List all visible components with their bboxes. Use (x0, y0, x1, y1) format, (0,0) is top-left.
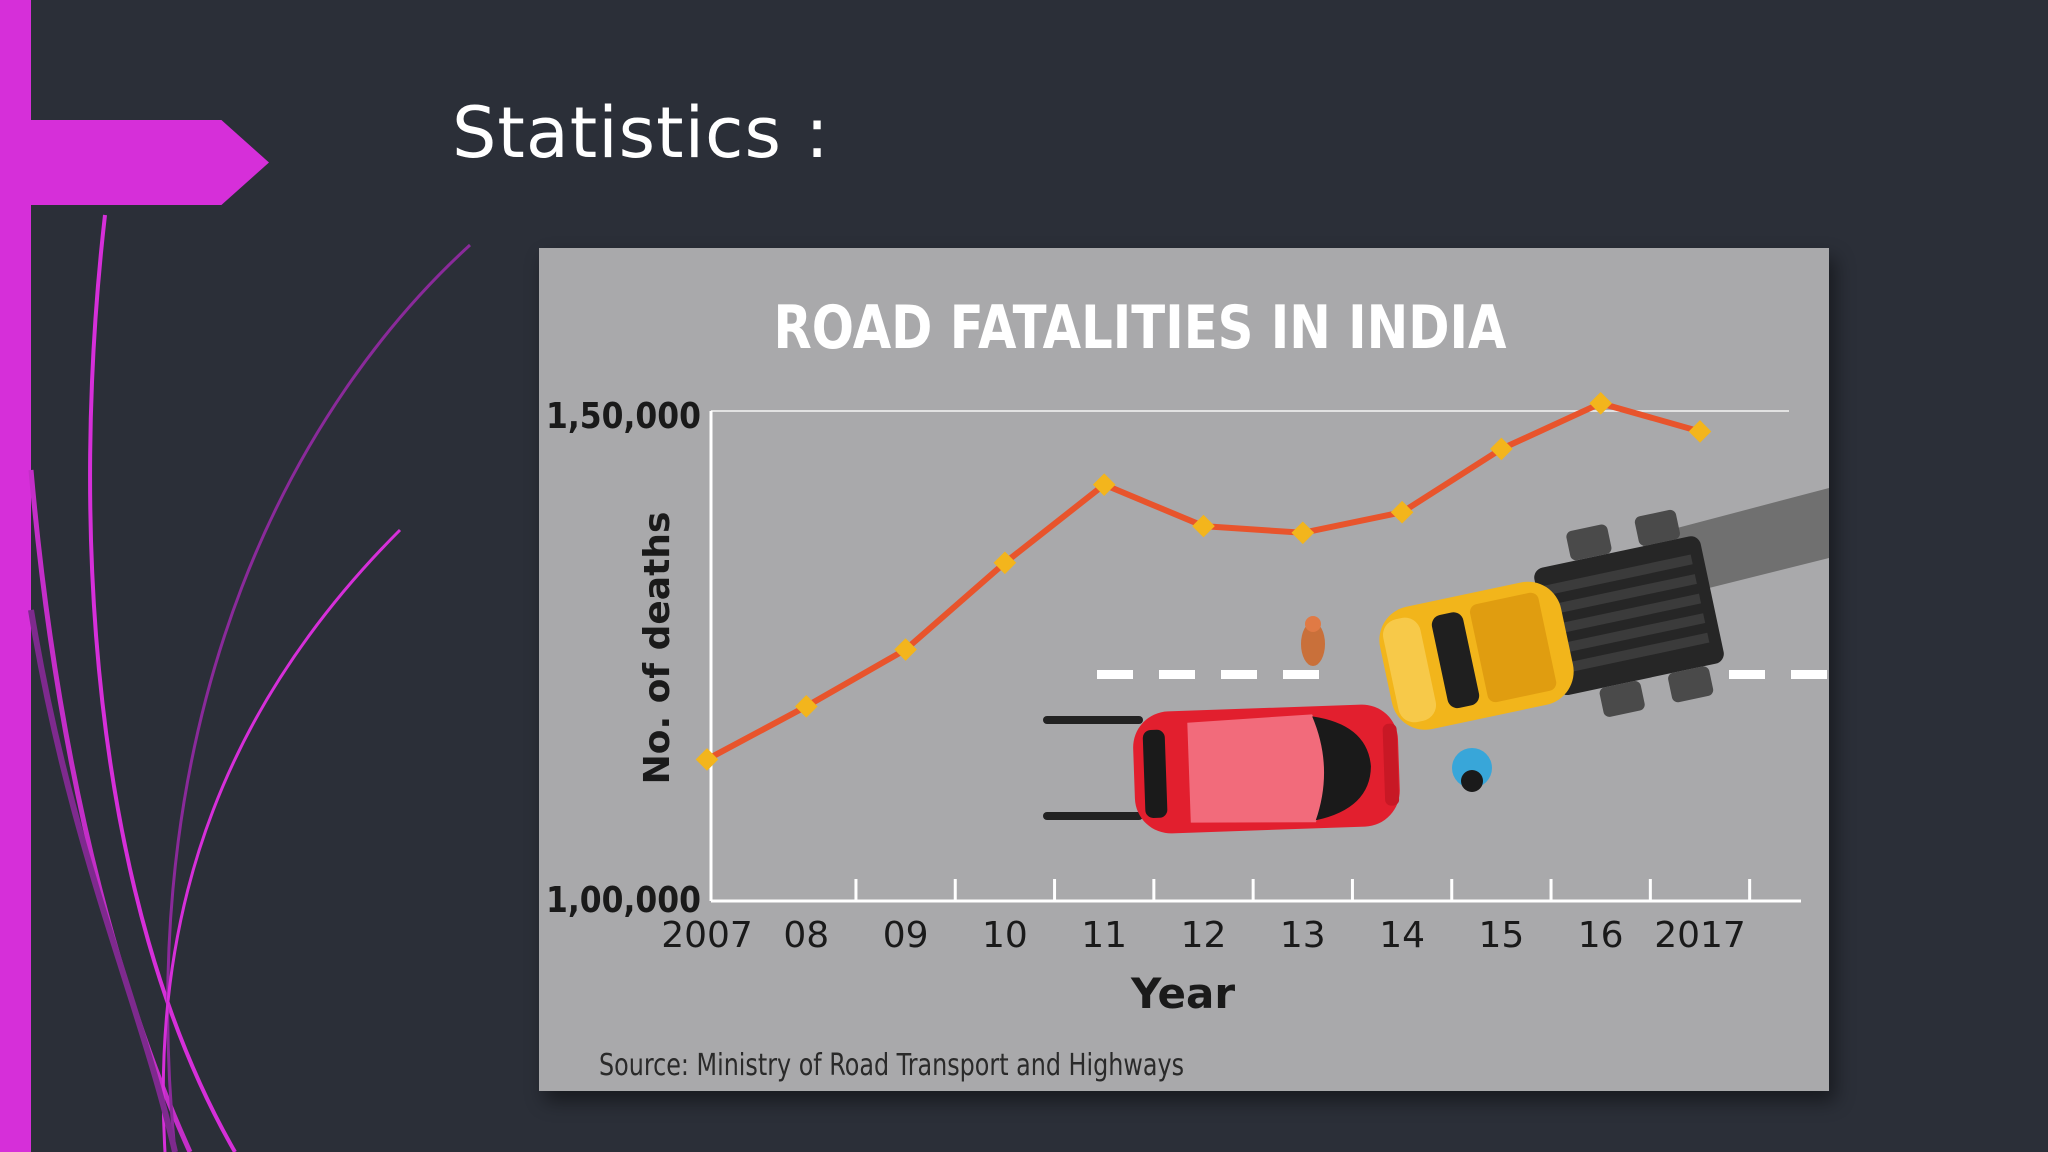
road-fatalities-infographic: ROAD FATALITIES IN INDIA 1,50,000 1,00,0… (539, 248, 1829, 1091)
data-point-marker (1192, 514, 1215, 538)
line-chart: ROAD FATALITIES IN INDIA 1,50,000 1,00,0… (546, 293, 1829, 1083)
red-car-icon (1043, 704, 1492, 834)
x-tick-label: 10 (982, 915, 1028, 956)
pedestrian-icon (1301, 616, 1325, 666)
title-pointer-shape (31, 120, 269, 205)
data-point-marker (794, 695, 818, 718)
x-tick-label: 15 (1478, 915, 1524, 956)
data-point-marker (1291, 521, 1315, 545)
y-axis-label: No. of deaths (637, 512, 678, 785)
x-tick-label: 2007 (661, 915, 753, 956)
data-point-marker (1688, 420, 1712, 443)
yellow-truck-icon (1379, 488, 1829, 730)
x-tick-label: 16 (1578, 915, 1624, 956)
x-tick-label: 08 (783, 915, 829, 956)
left-accent-bar (0, 0, 31, 1152)
x-tick-label: 14 (1379, 915, 1425, 956)
x-axis-label: Year (1130, 969, 1235, 1018)
x-tick-label: 09 (883, 915, 929, 956)
x-axis-tick-labels: 2007 08 09 10 11 12 13 14 15 16 2017 (661, 915, 1746, 956)
lane-marking (1097, 670, 1827, 679)
data-point-marker (894, 638, 917, 661)
x-axis-ticks (854, 879, 1752, 901)
data-point-marker (695, 748, 719, 771)
x-tick-label: 13 (1280, 915, 1326, 956)
x-tick-label: 11 (1081, 915, 1127, 956)
x-tick-label: 2017 (1654, 915, 1746, 956)
slide-title: Statistics : (452, 92, 830, 174)
source-note: Source: Ministry of Road Transport and H… (599, 1048, 1184, 1083)
y-tick-label-top: 1,50,000 (546, 396, 701, 437)
x-tick-label: 12 (1181, 915, 1227, 956)
data-point-marker (1092, 473, 1116, 496)
data-point-marker (993, 551, 1017, 575)
chart-title: ROAD FATALITIES IN INDIA (774, 293, 1507, 363)
data-point-marker (1390, 500, 1414, 524)
y-tick-label-bottom: 1,00,000 (546, 880, 701, 921)
